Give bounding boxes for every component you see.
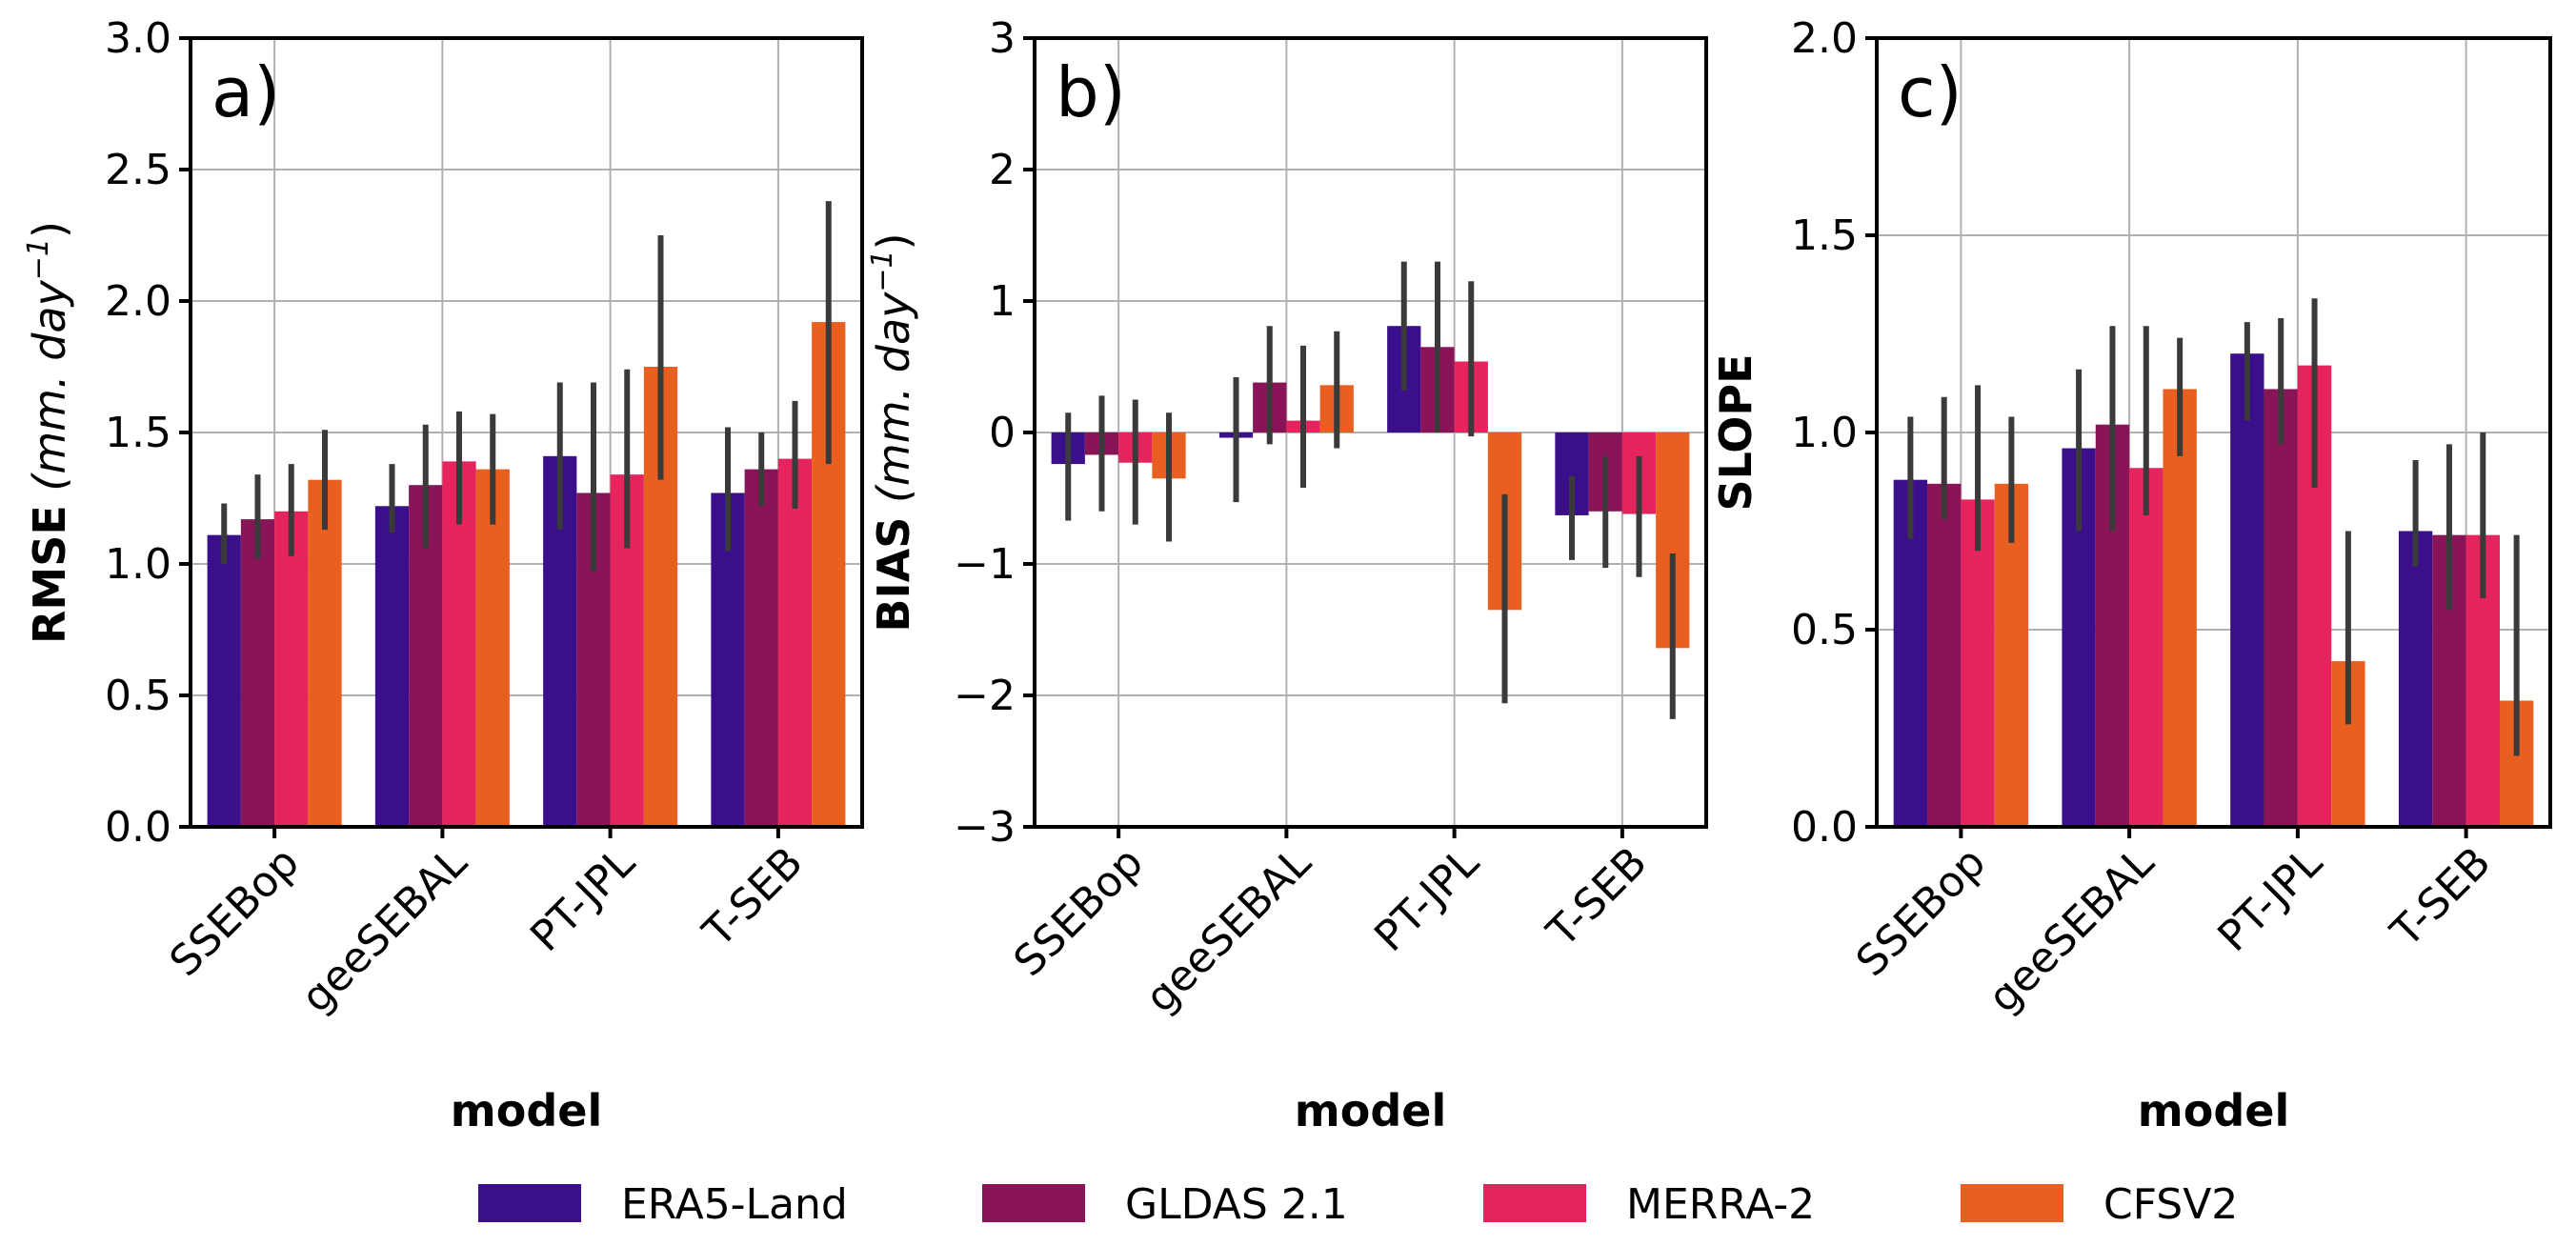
panel-label: b) bbox=[1056, 52, 1126, 132]
x-tick-label: T-SEB bbox=[1538, 838, 1657, 957]
bar-gldas-2-1-pt-jpl bbox=[2264, 389, 2298, 827]
y-axis-label: SLOPE bbox=[1710, 353, 1761, 511]
y-tick-label: 0.5 bbox=[1791, 606, 1858, 654]
y-tick-label: 3.0 bbox=[105, 14, 171, 63]
legend-label-merra-2: MERRA-2 bbox=[1626, 1180, 1815, 1229]
panel-label: a) bbox=[211, 52, 280, 132]
y-axis-label-main: BIAS bbox=[868, 517, 919, 633]
y-tick-label: 1.0 bbox=[1791, 409, 1858, 457]
bar-cfsv2-ssebop bbox=[308, 479, 342, 827]
y-tick-label: 0 bbox=[989, 409, 1016, 457]
bar-era5-land-geesebal bbox=[374, 506, 410, 827]
y-tick-label: 0.0 bbox=[105, 803, 171, 852]
y-axis-label: RMSE (mm. day−1) bbox=[22, 221, 75, 644]
legend-swatch-merra-2 bbox=[1483, 1184, 1586, 1222]
y-tick-label: −1 bbox=[954, 540, 1016, 589]
bar-era5-land-ssebop bbox=[207, 534, 241, 827]
legend-swatch-gldas-2-1 bbox=[982, 1184, 1085, 1222]
y-axis-label-close: ) bbox=[868, 232, 919, 250]
y-tick-label: −3 bbox=[954, 803, 1016, 852]
x-tick-label: PT-JPL bbox=[1365, 837, 1489, 961]
bar-gldas-2-1-ssebop bbox=[1927, 483, 1962, 827]
y-tick-label: 3 bbox=[989, 14, 1016, 63]
x-axis-label: model bbox=[2138, 1085, 2289, 1136]
y-tick-label: 2.5 bbox=[105, 146, 171, 194]
y-tick-label: 1 bbox=[989, 277, 1016, 326]
bar-era5-land-pt-jpl bbox=[2230, 353, 2264, 827]
bar-gldas-2-1-t-seb bbox=[744, 469, 778, 827]
y-axis-label-unit: (mm. day bbox=[868, 291, 919, 517]
panel-label: c) bbox=[1898, 52, 1962, 132]
x-tick-label: geeSEBAL bbox=[1137, 837, 1321, 1022]
bar-gldas-2-1-ssebop bbox=[240, 519, 275, 827]
x-tick-label: SSEBop bbox=[161, 838, 309, 986]
y-axis-label-exponent: −1 bbox=[22, 238, 55, 280]
y-tick-label: 2.0 bbox=[1791, 14, 1858, 63]
y-tick-label: 0.0 bbox=[1791, 803, 1858, 852]
x-tick-label: PT-JPL bbox=[521, 837, 645, 961]
bar-cfsv2-geesebal bbox=[475, 469, 510, 827]
y-tick-label: 1.0 bbox=[105, 540, 171, 589]
bar-era5-land-t-seb bbox=[2398, 531, 2433, 827]
bar-merra-2-ssebop bbox=[274, 511, 309, 827]
x-axis-label: model bbox=[451, 1085, 602, 1136]
y-tick-label: 0.5 bbox=[105, 672, 171, 720]
y-tick-label: 2.0 bbox=[105, 277, 171, 326]
x-tick-label: PT-JPL bbox=[2208, 837, 2332, 961]
legend-label-cfsv2: CFSV2 bbox=[2103, 1180, 2238, 1229]
x-tick-label: geeSEBAL bbox=[1979, 837, 2163, 1022]
x-tick-label: SSEBop bbox=[1005, 838, 1153, 986]
legend-swatch-cfsv2 bbox=[1961, 1184, 2063, 1222]
x-axis-label: model bbox=[1295, 1085, 1446, 1136]
x-tick-label: T-SEB bbox=[694, 838, 813, 957]
y-axis-label-unit: (mm. day bbox=[24, 279, 75, 505]
legend-swatch-era5-land bbox=[478, 1184, 581, 1222]
y-tick-label: −2 bbox=[954, 672, 1016, 720]
x-tick-label: SSEBop bbox=[1847, 838, 1995, 986]
x-tick-label: T-SEB bbox=[2381, 838, 2500, 957]
legend: ERA5-Land GLDAS 2.1 MERRA-2 CFSV2 bbox=[478, 1180, 2238, 1229]
legend-label-era5-land: ERA5-Land bbox=[621, 1180, 848, 1229]
bar-cfsv2-geesebal bbox=[2163, 389, 2197, 827]
x-tick-label: geeSEBAL bbox=[292, 837, 477, 1022]
legend-label-gldas-2-1: GLDAS 2.1 bbox=[1125, 1180, 1348, 1229]
y-axis-label-main: RMSE bbox=[24, 505, 75, 644]
y-axis-label: BIAS (mm. day−1) bbox=[866, 232, 919, 632]
bar-merra-2-t-seb bbox=[777, 458, 813, 827]
bar-merra-2-geesebal bbox=[2129, 468, 2163, 827]
y-tick-label: 1.5 bbox=[1791, 211, 1858, 260]
y-tick-label: 1.5 bbox=[105, 409, 171, 457]
y-axis-label-close: ) bbox=[24, 221, 75, 238]
bar-merra-2-ssebop bbox=[1961, 499, 1995, 827]
y-tick-label: 2 bbox=[989, 146, 1016, 194]
y-axis-label-main: SLOPE bbox=[1710, 353, 1761, 511]
y-axis-label-exponent: −1 bbox=[866, 250, 899, 291]
